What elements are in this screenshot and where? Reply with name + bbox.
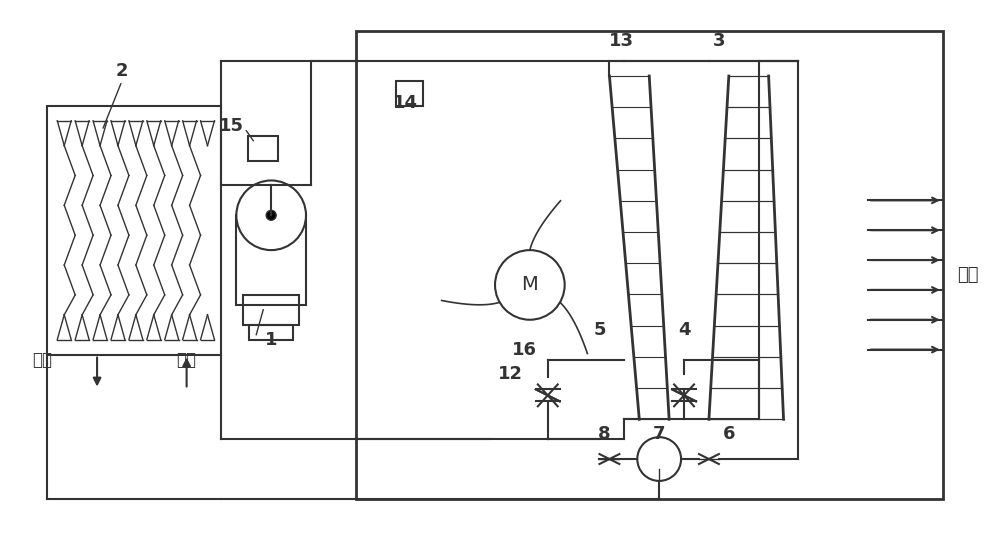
Text: 进水: 进水 [177, 351, 197, 369]
Bar [249, 325, 293, 340]
Bar [236, 215, 306, 305]
Text: 1: 1 [265, 331, 277, 349]
Text: M: M [521, 275, 538, 294]
Text: 空气: 空气 [957, 266, 978, 284]
Bar [243, 295, 299, 325]
Text: 2: 2 [116, 62, 128, 80]
Text: 7: 7 [653, 425, 665, 443]
Text: 6: 6 [723, 425, 735, 443]
Text: 15: 15 [219, 117, 244, 135]
Text: 16: 16 [512, 340, 537, 358]
Text: 14: 14 [393, 94, 418, 112]
Text: 出水: 出水 [32, 351, 52, 369]
Text: 5: 5 [593, 321, 606, 339]
Bar [356, 31, 943, 499]
Bar [248, 136, 278, 161]
Text: 3: 3 [713, 32, 725, 50]
Bar [396, 81, 423, 106]
Circle shape [637, 437, 681, 481]
Circle shape [266, 210, 276, 220]
Circle shape [236, 180, 306, 250]
Text: 8: 8 [598, 425, 611, 443]
Circle shape [495, 250, 565, 320]
Text: 13: 13 [609, 32, 634, 50]
Text: 12: 12 [497, 365, 522, 383]
Bar [47, 106, 221, 355]
Text: 4: 4 [678, 321, 690, 339]
